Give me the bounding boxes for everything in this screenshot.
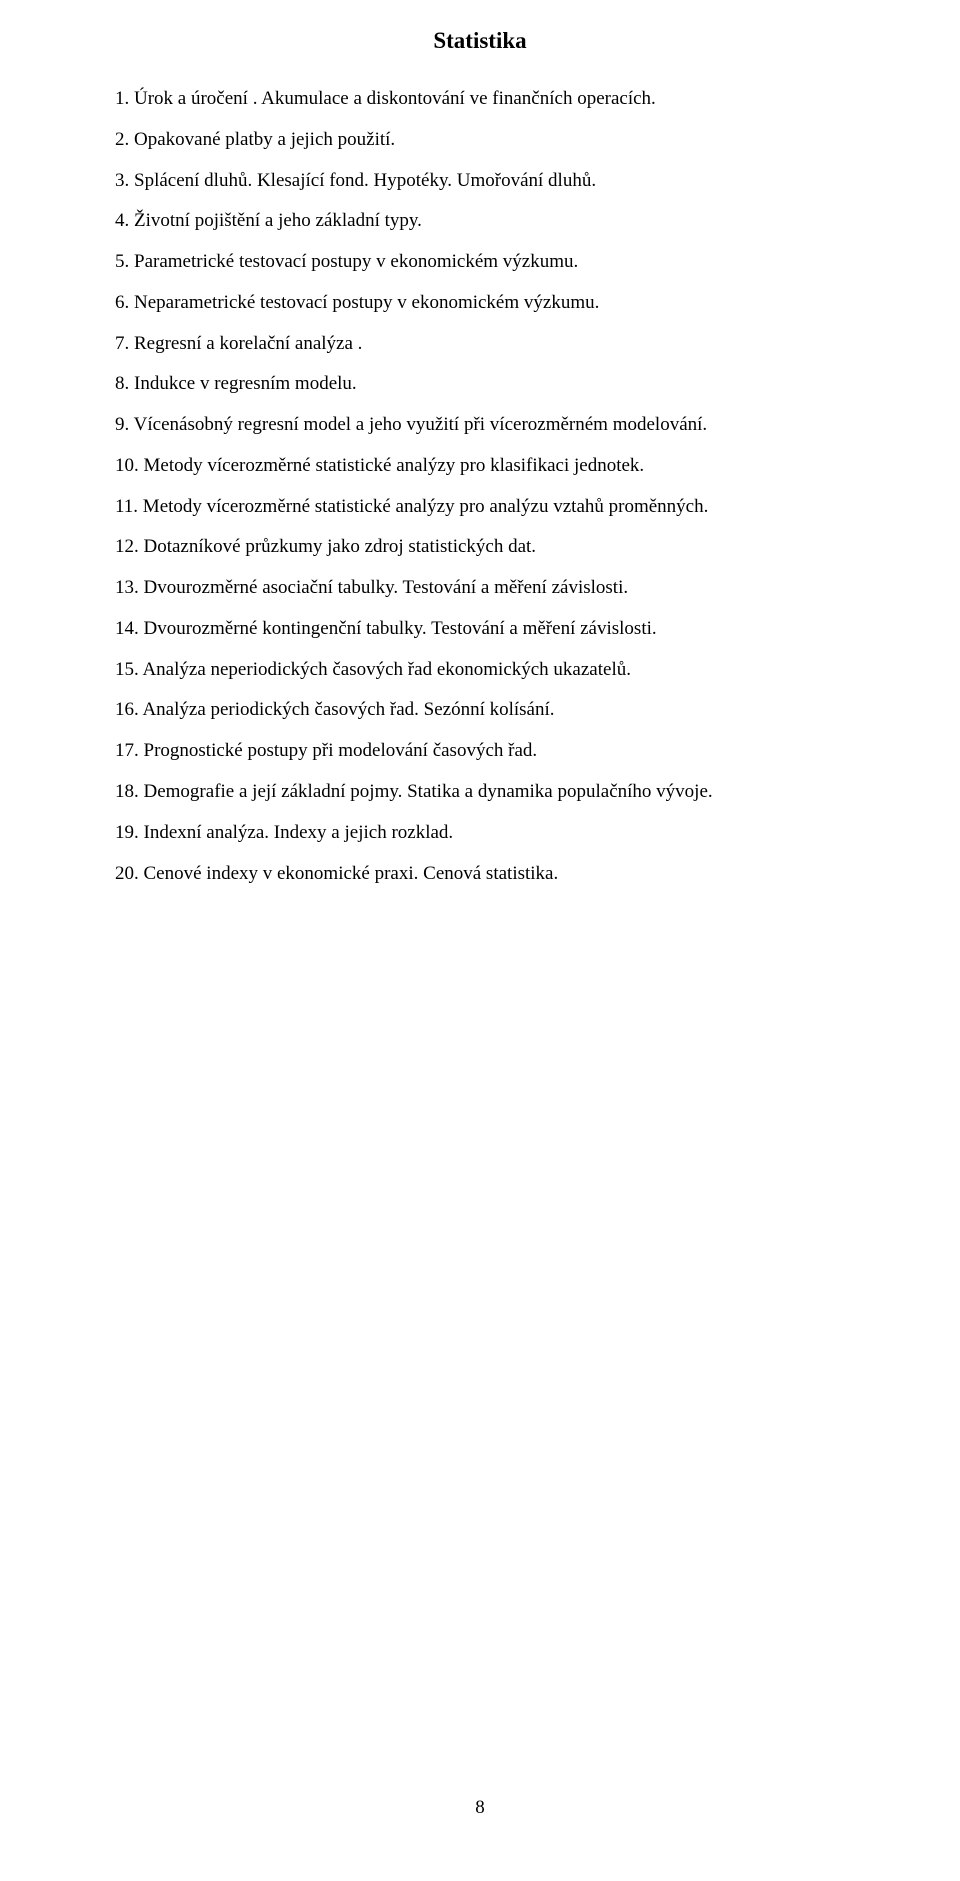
list-item: 14. Dvourozměrné kontingenční tabulky. T… bbox=[115, 614, 845, 645]
list-item: 3. Splácení dluhů. Klesající fond. Hypot… bbox=[115, 166, 845, 197]
item-list: 1. Úrok a úročení . Akumulace a diskonto… bbox=[115, 84, 845, 889]
list-item: 8. Indukce v regresním modelu. bbox=[115, 369, 845, 400]
page-number: 8 bbox=[0, 1797, 960, 1819]
list-item: 4. Životní pojištění a jeho základní typ… bbox=[115, 206, 845, 237]
list-item: 10. Metody vícerozměrné statistické anal… bbox=[115, 451, 845, 482]
list-item: 20. Cenové indexy v ekonomické praxi. Ce… bbox=[115, 859, 845, 890]
list-item: 18. Demografie a její základní pojmy. St… bbox=[115, 777, 845, 808]
list-item: 15. Analýza neperiodických časových řad … bbox=[115, 655, 845, 686]
list-item: 12. Dotazníkové průzkumy jako zdroj stat… bbox=[115, 532, 845, 563]
list-item: 6. Neparametrické testovací postupy v ek… bbox=[115, 288, 845, 319]
page-title: Statistika bbox=[115, 28, 845, 54]
list-item: 1. Úrok a úročení . Akumulace a diskonto… bbox=[115, 84, 845, 115]
list-item: 7. Regresní a korelační analýza . bbox=[115, 329, 845, 360]
list-item: 11. Metody vícerozměrné statistické anal… bbox=[115, 492, 845, 523]
list-item: 16. Analýza periodických časových řad. S… bbox=[115, 695, 845, 726]
list-item: 13. Dvourozměrné asociační tabulky. Test… bbox=[115, 573, 845, 604]
list-item: 17. Prognostické postupy při modelování … bbox=[115, 736, 845, 767]
list-item: 2. Opakované platby a jejich použití. bbox=[115, 125, 845, 156]
list-item: 5. Parametrické testovací postupy v ekon… bbox=[115, 247, 845, 278]
list-item: 9. Vícenásobný regresní model a jeho vyu… bbox=[115, 410, 845, 441]
list-item: 19. Indexní analýza. Indexy a jejich roz… bbox=[115, 818, 845, 849]
page: Statistika 1. Úrok a úročení . Akumulace… bbox=[0, 0, 960, 1881]
